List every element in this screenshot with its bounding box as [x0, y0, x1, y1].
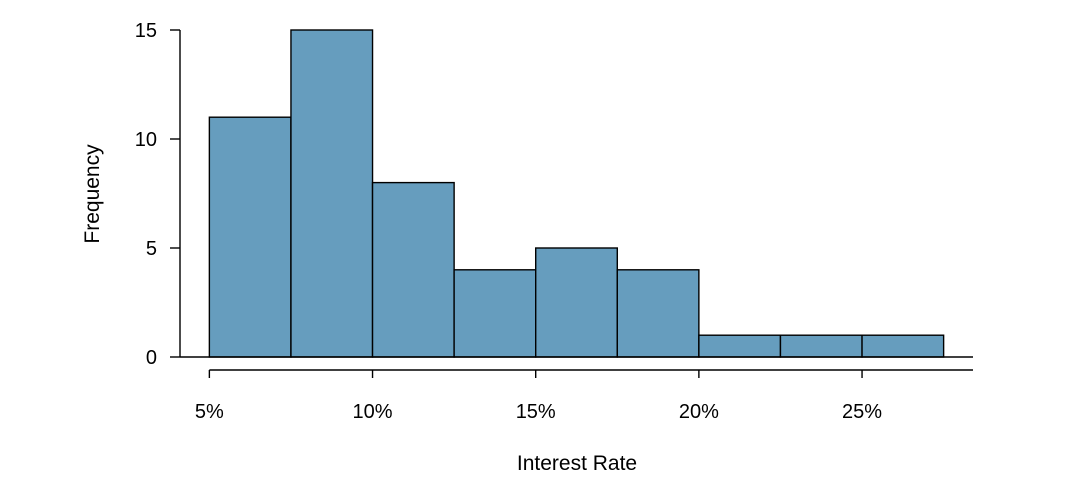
histogram-bar-5 [535, 247, 618, 358]
y-tick-label: 5 [146, 238, 157, 260]
y-tick-label: 0 [146, 347, 157, 369]
y-axis: 0 5 10 15 [135, 20, 181, 369]
histogram-bar-3 [371, 181, 455, 358]
histogram-bar-7 [698, 334, 782, 358]
y-tick-label: 10 [135, 129, 157, 151]
histogram-bars [180, 29, 973, 358]
x-tick-label: 15% [516, 401, 556, 423]
x-tick-label: 5% [195, 401, 224, 423]
x-axis: 5% 10% 15% 20% 25% [195, 369, 973, 423]
histogram-bar-8 [779, 334, 863, 358]
x-tick-label: 10% [353, 401, 393, 423]
x-tick-label: 25% [842, 401, 882, 423]
histogram-bar-6 [616, 269, 700, 358]
histogram-bar-4 [453, 269, 537, 358]
x-axis-title: Interest Rate [517, 452, 637, 475]
y-tick-label: 15 [135, 20, 157, 42]
y-axis-title: Frequency [81, 144, 104, 244]
x-tick-label: 20% [679, 401, 719, 423]
histogram-bar-9 [861, 334, 945, 358]
histogram-bar-2 [290, 29, 374, 358]
histogram-bar-1 [208, 116, 292, 358]
